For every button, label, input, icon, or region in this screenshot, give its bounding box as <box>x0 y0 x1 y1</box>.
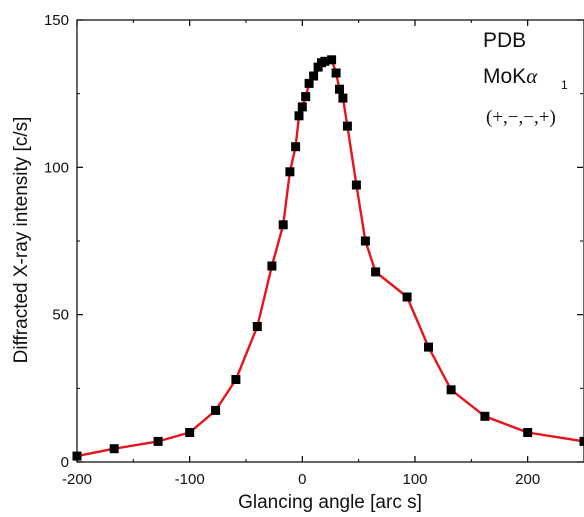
data-point <box>294 111 304 121</box>
x-tick-label: -200 <box>62 471 92 488</box>
x-tick-label: 0 <box>298 471 306 488</box>
annotation-sign-pattern: (+,−,−,+) <box>486 107 556 128</box>
y-tick-label: 50 <box>52 307 69 324</box>
y-axis: 0 50 100 150 <box>44 12 583 471</box>
data-point <box>327 55 337 65</box>
data-point <box>342 121 352 131</box>
annotation-pdb: PDB <box>483 29 526 52</box>
data-point <box>211 405 221 415</box>
data-point <box>109 444 119 454</box>
y-tick-label: 100 <box>44 159 69 176</box>
x-tick-label: 100 <box>402 471 427 488</box>
data-point <box>297 102 307 112</box>
data-point <box>480 411 490 421</box>
x-axis-title: Glancing angle [arc s] <box>238 492 422 513</box>
data-point <box>231 375 241 384</box>
data-point <box>304 78 314 88</box>
annotation-alpha: α <box>526 64 538 88</box>
data-point <box>320 56 330 66</box>
y-axis-title: Diffracted X-ray intensity [c/s] <box>11 117 32 364</box>
y-tick-label: 0 <box>61 454 69 471</box>
data-point <box>402 292 412 302</box>
data-point <box>446 385 456 395</box>
data-point <box>252 322 262 331</box>
data-point <box>301 92 311 102</box>
data-point <box>424 342 433 352</box>
data-point <box>267 261 277 271</box>
data-point <box>338 93 348 103</box>
data-point <box>331 68 341 78</box>
x-tick-label: -100 <box>175 471 205 488</box>
data-point <box>185 428 195 437</box>
annotation-subscript-1: 1 <box>561 78 568 92</box>
data-point <box>309 71 319 81</box>
data-point <box>291 142 301 152</box>
data-point <box>523 428 533 437</box>
x-tick-label: 200 <box>515 471 540 488</box>
data-point <box>335 84 344 94</box>
data-point <box>278 220 288 230</box>
y-tick-label: 150 <box>44 12 69 29</box>
data-point <box>72 451 82 461</box>
data-point <box>351 180 361 190</box>
data-point <box>371 267 381 277</box>
data-point <box>360 236 370 246</box>
x-axis: -200 -100 0 100 200 <box>62 20 540 488</box>
chart-annotation: PDB MoKα 1 (+,−,−,+) <box>483 29 568 128</box>
data-point <box>579 436 584 446</box>
data-point <box>285 167 295 177</box>
data-point <box>153 436 163 446</box>
annotation-mok: MoK <box>483 65 526 88</box>
annotation-mok-alpha1: MoKα <box>483 64 538 88</box>
series-layer <box>72 55 584 461</box>
